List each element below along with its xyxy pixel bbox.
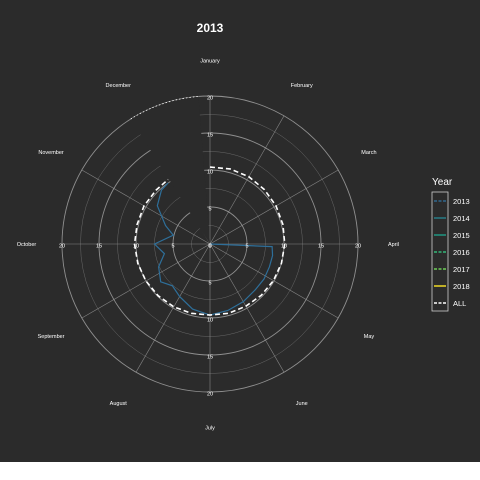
- month-label: November: [38, 150, 64, 156]
- radial-tick-label: 15: [96, 244, 102, 250]
- month-label: September: [38, 334, 65, 340]
- radial-tick-label: 20: [207, 96, 213, 102]
- month-label: October: [17, 242, 37, 248]
- radial-tick-label: 10: [133, 244, 139, 250]
- radial-tick-label: 20: [355, 244, 361, 250]
- radial-tick-label: 5: [245, 244, 248, 250]
- radial-tick-label: 15: [318, 244, 324, 250]
- series-line-2013: [153, 182, 274, 316]
- radial-tick-label: 5: [208, 281, 211, 287]
- wedge-arc: [130, 96, 199, 120]
- wedge-layer: [130, 96, 210, 244]
- legend-title: Year: [432, 177, 453, 188]
- radial-tick-label: 0: [208, 244, 211, 250]
- legend-label: ALL: [453, 299, 466, 308]
- radial-tick-label: 5: [171, 244, 174, 250]
- legend: Year 2013 2014 2015 2016 2017 2018 ALL: [431, 177, 470, 312]
- month-label: March: [361, 150, 376, 156]
- radial-tick-label: 15: [207, 355, 213, 361]
- radial-tick-label: 15: [207, 133, 213, 139]
- chart-panel: 2013 20 20 20 20 15 15 15 15 10 10 10 10 5 5 5 5 0 0 0 0 Ja…: [0, 0, 480, 462]
- grid-spoke: [209, 243, 339, 319]
- radial-tick-label: 20: [59, 244, 65, 250]
- grid-spoke: [209, 115, 285, 245]
- radial-tick-label: 0: [208, 244, 211, 250]
- month-label: December: [106, 83, 132, 89]
- grid-spoke: [81, 243, 211, 319]
- radial-tick-label: 10: [207, 318, 213, 324]
- month-labels: January February March April May June July Augu…: [17, 58, 399, 431]
- grid-spoke: [209, 243, 285, 373]
- series-line-all: [133, 166, 286, 316]
- grid-spoke: [209, 169, 339, 245]
- wedge-sector: [130, 96, 210, 244]
- grid-spoke: [135, 243, 211, 373]
- footer-strip: [0, 462, 480, 480]
- legend-label: 2015: [453, 231, 470, 240]
- legend-label: 2013: [453, 197, 470, 206]
- radial-tick-label: 10: [207, 170, 213, 176]
- month-label: August: [110, 401, 128, 407]
- legend-label: 2014: [453, 214, 470, 223]
- radial-tick-label: 10: [281, 244, 287, 250]
- month-label: April: [388, 242, 399, 248]
- radial-tick-label: 0: [208, 244, 211, 250]
- legend-label: 2016: [453, 248, 470, 257]
- month-label: February: [291, 83, 313, 89]
- chart-title: 2013: [197, 21, 224, 35]
- grid-spoke: [81, 169, 211, 245]
- month-label: January: [200, 58, 220, 64]
- radial-tick-label: 0: [208, 244, 211, 250]
- radial-tick-label: 5: [208, 207, 211, 213]
- radial-tick-label: 20: [207, 392, 213, 398]
- month-label: July: [205, 426, 215, 432]
- legend-label: 2017: [453, 265, 470, 274]
- month-label: June: [296, 401, 308, 407]
- legend-frame: [431, 191, 449, 312]
- month-label: May: [364, 334, 375, 340]
- legend-label: 2018: [453, 282, 470, 291]
- series-layer: [133, 166, 286, 316]
